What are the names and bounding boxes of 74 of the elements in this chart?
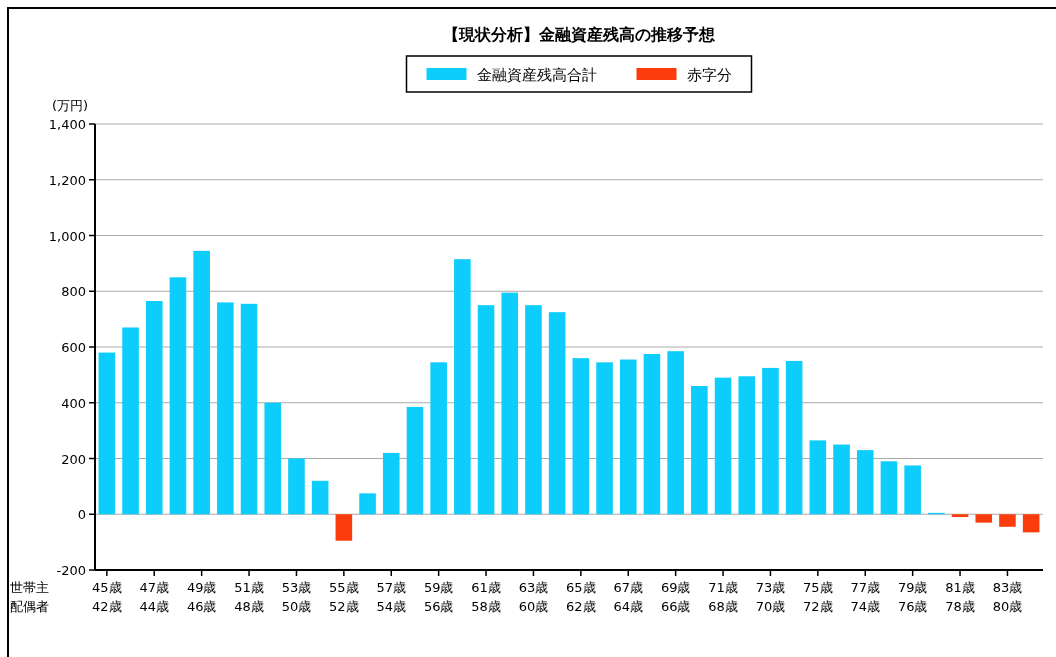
bar [217, 302, 234, 515]
bar [454, 259, 471, 515]
bar [501, 292, 519, 515]
y-tick-label: 1,200 [48, 172, 86, 188]
y-tick-label: 600 [61, 340, 86, 355]
bar [288, 458, 305, 515]
bar [430, 362, 447, 515]
x-tick-label: 63歳 60歳 [518, 580, 549, 614]
bar [525, 305, 542, 515]
x-tick-label: 65歳 62歳 [566, 580, 596, 614]
bar [382, 452, 400, 515]
bar [951, 514, 969, 518]
bar [738, 376, 756, 515]
x-tick-label: 73歳 70歳 [755, 580, 786, 614]
y-tick-label: 800 [61, 284, 86, 300]
y-tick-label: 0 [77, 507, 86, 523]
x-tick-label: 47歳 44歳 [139, 580, 170, 614]
bar [240, 303, 258, 515]
x-tick-label: 45歳 42歳 [92, 580, 122, 614]
bar [691, 386, 708, 515]
y-tick-label: 1,400 [48, 117, 86, 132]
x-tick-label: 53歳 50歳 [281, 580, 312, 614]
x-tick-label: 81歳 78歳 [945, 580, 975, 614]
y-tick-label: 1,000 [48, 228, 86, 244]
bar [643, 353, 661, 515]
bar [714, 377, 732, 515]
bar [856, 450, 874, 515]
text: 世帯主 [10, 580, 49, 595]
legend-label: 赤字分 [686, 66, 732, 84]
bar [477, 305, 495, 515]
bar [122, 327, 139, 515]
bar [572, 358, 590, 515]
bar [1022, 514, 1040, 533]
bar [193, 250, 210, 515]
bar [904, 465, 921, 515]
bar [785, 360, 803, 515]
bar [762, 367, 779, 515]
bar [975, 514, 993, 523]
x-tick-label: 77歳 74歳 [850, 580, 881, 614]
text: 配偶者 [10, 599, 49, 614]
y-tick-label: -200 [56, 563, 86, 578]
bar [596, 362, 613, 515]
chart-title: 【現状分析】金融資産残高の推移予想 [443, 25, 716, 44]
y-tick-label: 200 [61, 451, 86, 467]
x-tick-label: 69歳 66歳 [660, 580, 691, 614]
legend-label: 金融資産残高合計 [476, 66, 597, 84]
x-tick-label: 67歳 64歳 [613, 580, 644, 614]
bar [880, 461, 898, 515]
x-tick-label: 75歳 72歳 [803, 580, 833, 614]
bar [359, 493, 376, 515]
y-axis-title: (万円) [52, 98, 89, 113]
x-tick-label: 79歳 76歳 [897, 580, 928, 614]
bar [833, 444, 850, 515]
bar [311, 480, 329, 515]
x-tick-label: 57歳 54歳 [376, 580, 407, 614]
bar [264, 402, 282, 515]
x-tick-label: 51歳 48歳 [234, 580, 264, 614]
bar [809, 440, 827, 515]
y-tick-label: 400 [61, 395, 86, 411]
x-tick-label: 83歳 80歳 [992, 580, 1023, 614]
bar [335, 514, 353, 541]
bar [169, 277, 187, 515]
x-tick-label: 49歳 46歳 [186, 580, 217, 614]
bar [667, 351, 684, 515]
x-tick-label: 59歳 56歳 [423, 580, 454, 614]
bar [619, 359, 637, 515]
bar [98, 352, 116, 515]
bar [999, 514, 1016, 527]
bar [548, 312, 566, 515]
x-tick-label: 71歳 68歳 [708, 580, 738, 614]
bar [406, 406, 424, 515]
x-tick-label: 55歳 52歳 [329, 580, 359, 614]
x-tick-label: 61歳 58歳 [471, 580, 501, 614]
bar [145, 301, 163, 515]
